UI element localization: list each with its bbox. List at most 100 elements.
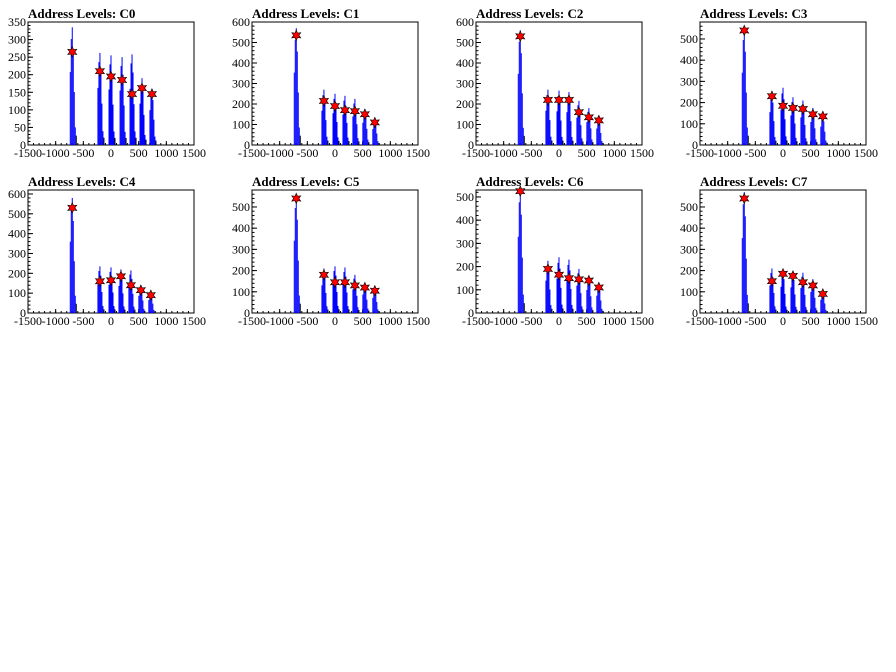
y-tick-label: 400	[680, 221, 698, 235]
chart-panel-0: Address Levels: C0 0 50 100 150 200 250 300 350 -…	[8, 6, 206, 160]
chart-title: Address Levels: C1	[252, 6, 359, 21]
peak-marker	[359, 281, 371, 294]
x-tick-label: 1500	[630, 314, 654, 328]
x-tick-label: -500	[744, 146, 766, 160]
chart-panel-7: Address Levels: C70100200300400500-1500-…	[680, 174, 878, 328]
peak-marker	[329, 276, 341, 289]
y-tick-label: 500	[8, 207, 26, 221]
peak-marker	[515, 185, 526, 198]
y-tick-label: 400	[232, 221, 250, 235]
peak-marker	[593, 114, 604, 127]
y-tick-label: 100	[456, 118, 474, 132]
chart-panel-4: Address Levels: C4 0 100 200 300 400 500 600 -15…	[8, 174, 206, 328]
x-tick-label: 1500	[182, 146, 206, 160]
x-tick-label: -1500	[14, 314, 42, 328]
y-tick-label: 100	[232, 285, 250, 299]
x-tick-label: -500	[520, 146, 542, 160]
y-tick-label: 400	[456, 213, 474, 227]
peak-marker	[553, 93, 565, 106]
peak-marker	[563, 272, 575, 285]
x-tick-label: 1000	[154, 314, 178, 328]
x-tick-label: 1500	[854, 314, 878, 328]
x-tick-label: 500	[578, 146, 596, 160]
plot-frame	[475, 21, 643, 146]
x-tick-label: 0	[780, 314, 786, 328]
y-tick-label: 150	[8, 85, 26, 99]
chart-title: Address Levels: C6	[476, 174, 584, 189]
peak-marker	[359, 108, 371, 121]
peak-marker	[777, 99, 789, 112]
y-tick-label: 100	[680, 117, 698, 131]
y-tick-label: 300	[8, 33, 26, 47]
chart-panel-6: Address Levels: C60100200300400500-1500-…	[456, 174, 654, 328]
peak-marker	[329, 100, 341, 112]
y-tick-label: 100	[680, 285, 698, 299]
chart-title: Address Levels: C4	[28, 174, 136, 189]
peak-marker	[145, 289, 156, 302]
x-tick-label: -1500	[238, 146, 266, 160]
peak-marker	[339, 104, 351, 117]
x-tick-label: -1000	[42, 146, 70, 160]
y-tick-label: 500	[232, 36, 250, 50]
y-tick-label: 300	[232, 242, 250, 256]
peak-marker	[115, 270, 127, 283]
peak-marker	[787, 101, 799, 114]
peak-marker	[797, 103, 809, 115]
peak-marker	[563, 93, 575, 106]
y-tick-label: 0	[692, 138, 698, 152]
x-tick-label: 500	[130, 314, 148, 328]
peak-marker	[291, 29, 302, 42]
y-tick-label: 200	[456, 260, 474, 274]
peak-marker	[817, 110, 828, 123]
y-tick-label: 600	[456, 15, 474, 29]
x-tick-label: 500	[802, 314, 820, 328]
chart-title: Address Levels: C0	[28, 6, 135, 21]
y-tick-label: 0	[244, 138, 250, 152]
chart-panel-1: Address Levels: C1 0 100 200 300 400 500 600 -15…	[232, 6, 430, 160]
y-tick-label: 300	[8, 246, 26, 260]
y-tick-label: 200	[456, 97, 474, 111]
x-tick-label: 1000	[154, 146, 178, 160]
peak-marker	[135, 284, 147, 297]
peak-marker	[739, 192, 750, 205]
y-tick-label: 500	[680, 200, 698, 214]
y-tick-label: 0	[468, 306, 474, 320]
chart-panel-2: Address Levels: C2 0 100 200 300 400 500 600 -15…	[456, 6, 654, 160]
chart-title: Address Levels: C7	[700, 174, 808, 189]
chart-title: Address Levels: C3	[700, 6, 808, 21]
x-tick-label: 1000	[378, 146, 402, 160]
peak-marker	[515, 30, 526, 43]
peak-marker	[105, 274, 117, 287]
y-tick-label: 300	[680, 242, 698, 256]
x-tick-label: 1000	[378, 314, 402, 328]
peak-marker	[573, 273, 585, 286]
x-tick-label: 0	[780, 146, 786, 160]
x-tick-label: 1000	[602, 146, 626, 160]
x-tick-label: -500	[296, 314, 318, 328]
y-tick-label: 400	[8, 227, 26, 241]
x-tick-label: -1500	[14, 146, 42, 160]
x-tick-label: 1500	[630, 146, 654, 160]
y-tick-label: 400	[456, 56, 474, 70]
y-tick-label: 300	[456, 236, 474, 250]
x-tick-label: -1500	[462, 146, 490, 160]
peak-marker	[807, 279, 819, 292]
y-tick-label: 500	[456, 190, 474, 204]
y-tick-label: 0	[20, 138, 26, 152]
y-tick-label: 100	[8, 286, 26, 300]
x-tick-label: 1000	[826, 314, 850, 328]
x-tick-label: 0	[332, 314, 338, 328]
peak-marker	[67, 45, 78, 58]
x-tick-label: -1000	[490, 314, 518, 328]
y-tick-label: 200	[8, 68, 26, 82]
x-tick-label: -500	[744, 314, 766, 328]
y-tick-label: 500	[456, 36, 474, 50]
x-tick-label: 0	[332, 146, 338, 160]
x-tick-label: 1500	[406, 146, 430, 160]
peak-marker	[766, 275, 778, 288]
x-tick-label: 500	[354, 146, 372, 160]
x-tick-label: 500	[578, 314, 596, 328]
y-tick-label: 100	[232, 118, 250, 132]
peak-marker	[291, 192, 302, 205]
